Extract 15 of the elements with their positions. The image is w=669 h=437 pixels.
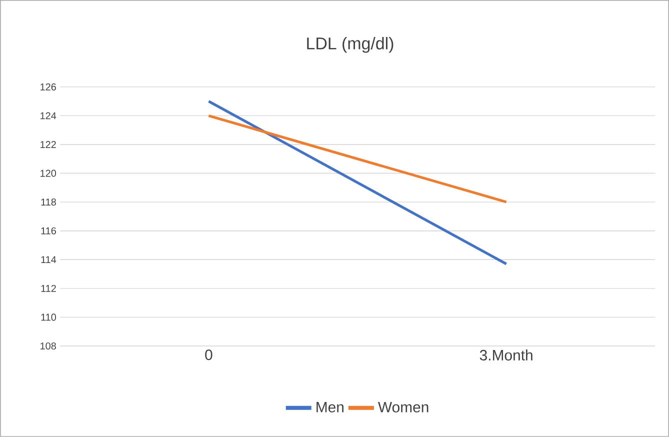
legend-label: Men [316,402,344,412]
y-tick-label: 124 [40,112,56,120]
y-tick-label: 114 [41,256,56,264]
y-tick-label: 126 [40,83,56,90]
y-tick-label: 112 [41,284,56,292]
y-tick-label: 116 [41,227,56,234]
x-tick-label: 3.Month [480,350,532,361]
y-tick-label: 120 [40,170,56,177]
y-tick-label: 110 [41,314,56,321]
legend-label: Women [378,402,428,412]
y-tick-label: 108 [40,342,56,350]
y-tick-label: 122 [40,141,56,148]
y-tick-label: 118 [41,198,56,206]
chart-title: LDL (mg/dl) [307,37,394,53]
x-tick-label: 0 [205,350,212,360]
